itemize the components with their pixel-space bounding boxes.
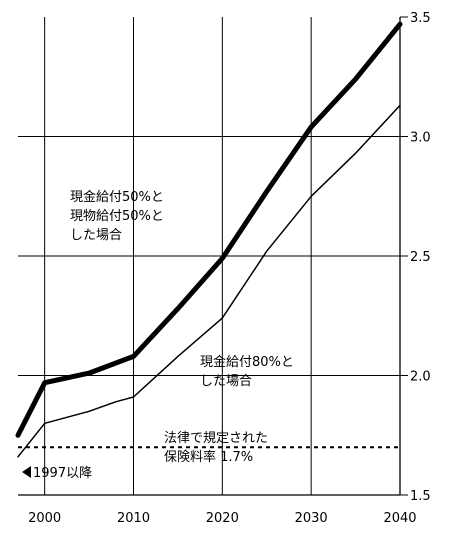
label-cash50-kind50-line-1: 現物給付50%と — [70, 209, 164, 224]
x-tick-label-2030: 2030 — [295, 511, 328, 526]
y-tick-label-3: 3.0 — [410, 131, 431, 146]
tick-labels: 2000 2010 2020 2030 2040 1.5 2.0 2.5 3.0 3.5 — [28, 11, 431, 526]
y-tick-label-0: 1.5 — [410, 489, 431, 504]
start-arrow-icon — [22, 466, 31, 478]
x-tick-label-2010: 2010 — [117, 511, 150, 526]
grid-lines — [18, 17, 401, 495]
label-reference-rate-line-1: 保険料率 1.7% — [164, 449, 253, 465]
series-line-thick — [15, 21, 403, 438]
x-tick-label-2020: 2020 — [206, 511, 239, 526]
label-reference-rate-line-0: 法律で規定された — [164, 431, 268, 446]
label-cash50-kind50-line-2: した場合 — [70, 228, 122, 243]
y-tick-label-1: 2.0 — [410, 370, 431, 385]
annotations: 現金給付50%と現物給付50%とした場合現金給付80%とした場合法律で規定された… — [22, 189, 294, 481]
label-start-1997: 1997以降 — [33, 466, 92, 481]
x-tick-label-2040: 2040 — [383, 511, 416, 526]
y-tick-label-4: 3.5 — [410, 11, 431, 26]
series-line-thin — [17, 104, 401, 458]
y-tick-label-2: 2.5 — [410, 250, 431, 265]
axes — [18, 16, 408, 496]
x-tick-label-2000: 2000 — [28, 511, 61, 526]
label-cash50-kind50-line-0: 現金給付50%と — [70, 189, 164, 205]
label-cash80-line-1: した場合 — [200, 374, 252, 389]
series-lines — [15, 21, 403, 458]
label-cash80-line-0: 現金給付80%と — [200, 354, 294, 370]
